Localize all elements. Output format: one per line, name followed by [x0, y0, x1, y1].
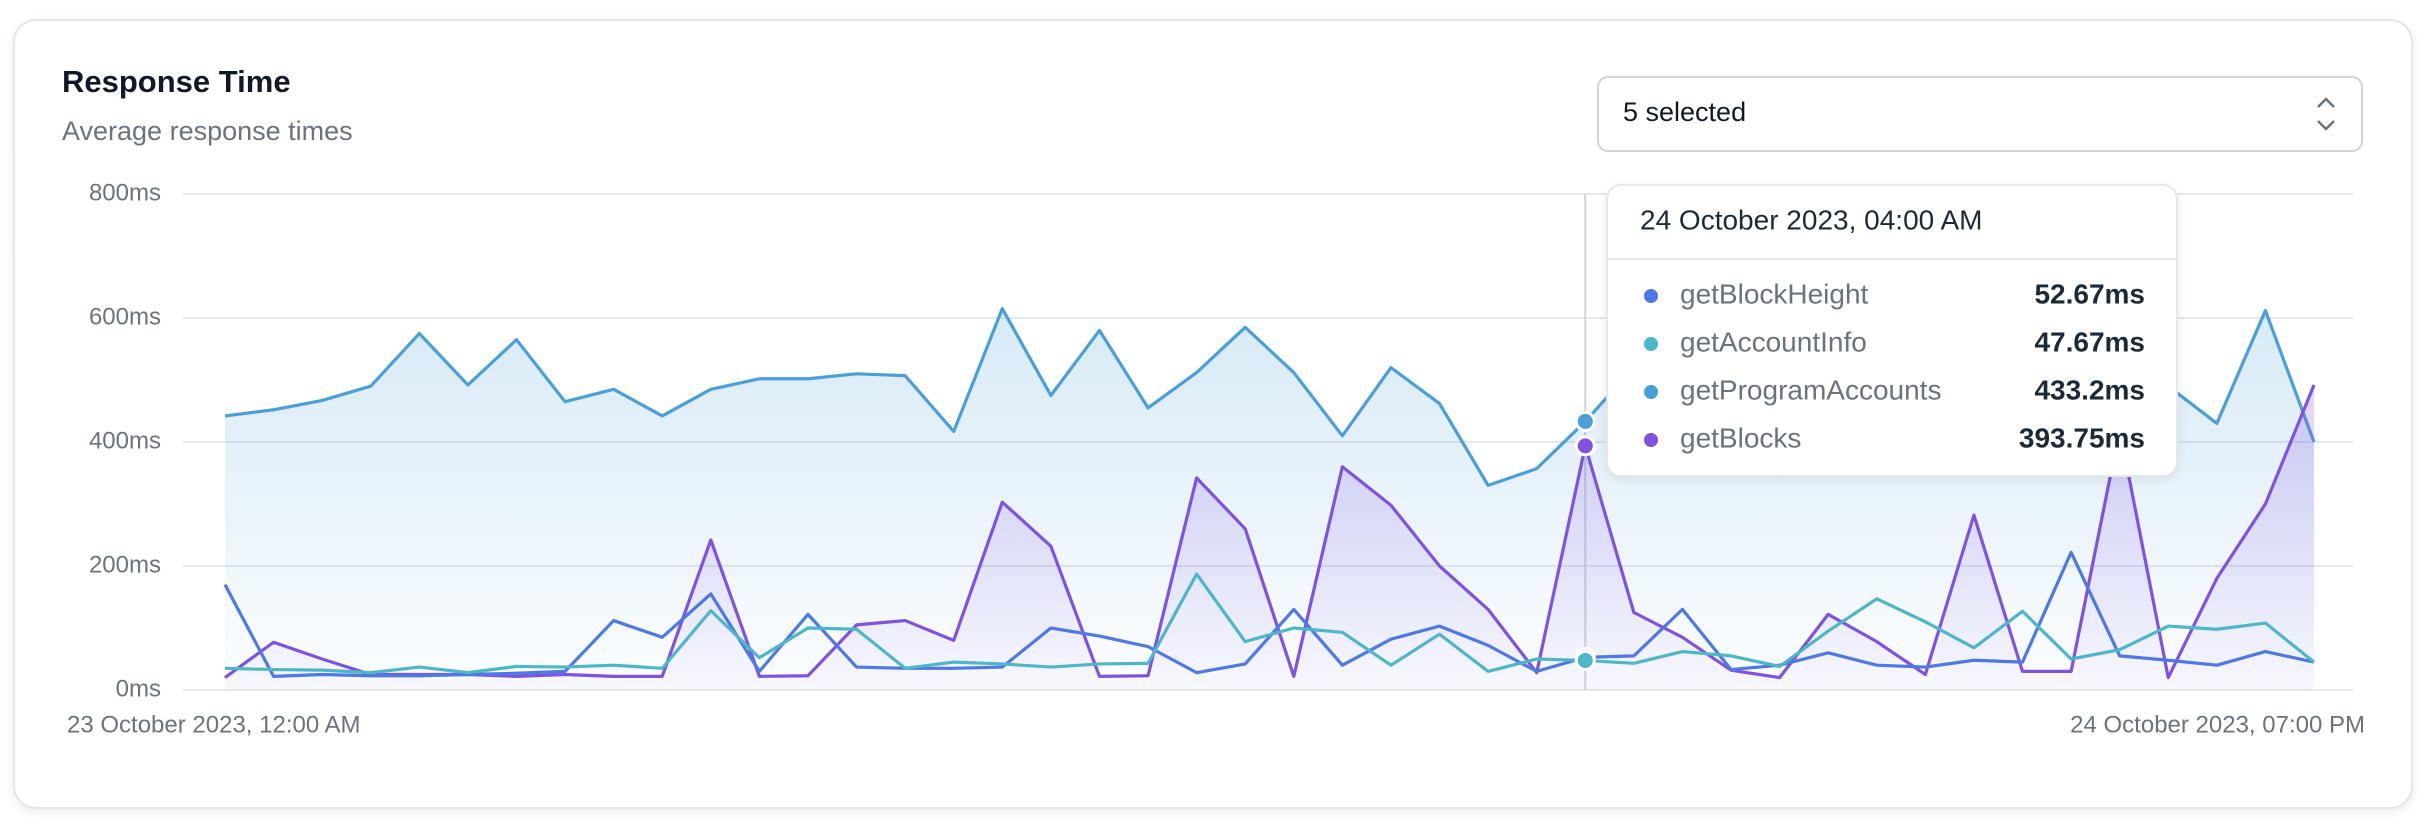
legend-label: getBlockHeight: [1680, 278, 1869, 309]
select-box[interactable]: [1597, 76, 2363, 152]
y-tick-label: 400ms: [89, 427, 161, 454]
select-chevron: [2317, 97, 2335, 131]
legend-dot: [1642, 287, 1660, 305]
legend-dot: [1642, 383, 1660, 401]
select[interactable]: 5 selected: [1597, 76, 2363, 152]
legend-dot: [1642, 335, 1660, 353]
hover-dot: [1574, 435, 1596, 457]
tooltip-title: 24 October 2023, 04:00 AM: [1640, 204, 1982, 235]
tooltip-value: 433.2ms: [2034, 374, 2145, 405]
legend-label: getBlocks: [1680, 422, 1801, 453]
tooltip-value: 52.67ms: [2034, 278, 2145, 309]
legend-label: getAccountInfo: [1680, 326, 1867, 357]
area: [225, 384, 2314, 690]
tooltip-value: 393.75ms: [2019, 422, 2145, 453]
tooltip-value: 47.67ms: [2034, 326, 2145, 357]
line: [224, 572, 2316, 675]
y-tick-label: 600ms: [89, 303, 161, 330]
hover-dot: [1574, 649, 1596, 671]
tooltip-box: [1606, 184, 2178, 477]
card-title: Response Time: [62, 64, 291, 99]
legend-dot: [1642, 431, 1660, 449]
y-tick-label: 800ms: [89, 179, 161, 206]
legend-label: getProgramAccounts: [1680, 374, 1941, 405]
tooltip: 24 October 2023, 04:00 AM getBlockHeight…: [1606, 184, 2178, 477]
x-tick-label: 23 October 2023, 12:00 AM: [67, 711, 361, 738]
card-subtitle: Average response times: [62, 116, 353, 146]
line: [224, 384, 2316, 680]
select-text[interactable]: 5 selected: [1623, 97, 1746, 127]
line: [223, 550, 2315, 678]
y-tick-label: 0ms: [116, 675, 161, 702]
y-tick-label: 200ms: [89, 551, 161, 578]
hover-dot: [1574, 410, 1596, 432]
x-tick-label: 24 October 2023, 07:00 PM: [2070, 711, 2365, 738]
